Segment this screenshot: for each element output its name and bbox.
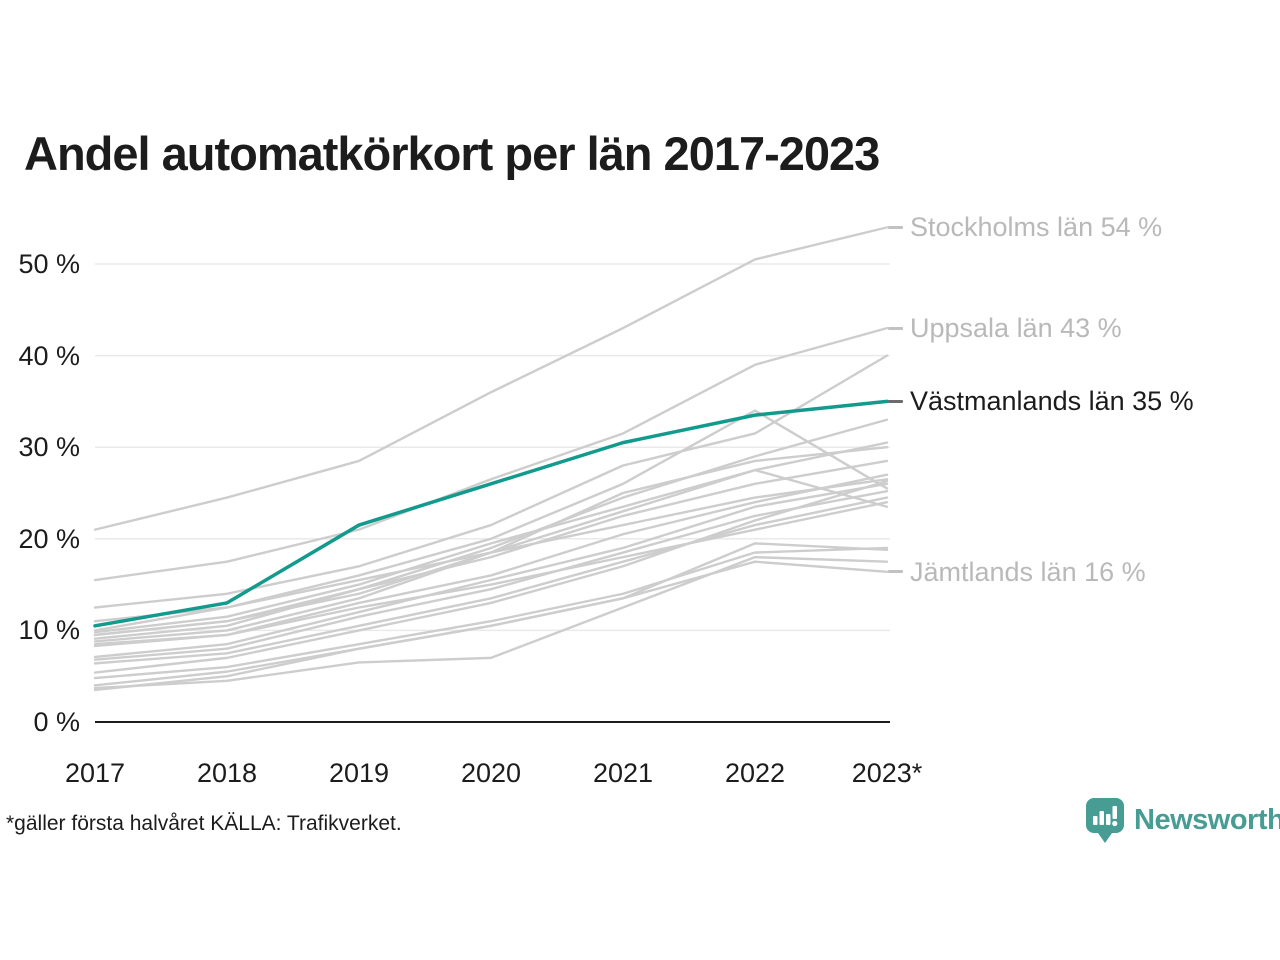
series-line — [93, 482, 889, 659]
newsworthy-logo-icon — [1086, 798, 1124, 843]
x-axis-tick-label: 2017 — [64, 758, 126, 788]
y-axis-tick-label: 0 % — [33, 707, 80, 737]
x-axis-tick-label: 2021 — [592, 758, 654, 788]
annotation-leader-dash — [888, 399, 903, 403]
series-line — [93, 459, 889, 640]
series-line — [93, 496, 889, 665]
series-line — [93, 500, 889, 646]
annotation-label: Stockholms län 54 % — [910, 212, 1163, 243]
series-line — [93, 489, 889, 661]
y-axis-tick-label: 30 % — [18, 432, 80, 463]
x-axis-tick-label: 2019 — [328, 758, 390, 788]
series-annotation: Uppsala län 43 % — [888, 311, 1122, 345]
series-line-j-mtlands-l-n — [93, 560, 889, 692]
y-axis-tick-label: 40 % — [18, 340, 80, 371]
newsworthy-logo: Newsworthy — [1085, 797, 1280, 844]
annotation-label: Jämtlands län 16 % — [910, 556, 1146, 587]
y-axis-tick-label: 50 % — [18, 249, 80, 279]
x-axis-tick-label: 2018 — [196, 758, 258, 788]
newsworthy-wordmark: Newsworthy — [1134, 804, 1280, 836]
annotation-label: Västmanlands län 35 % — [910, 386, 1194, 417]
series-line — [93, 555, 889, 690]
annotation-leader-dash — [888, 326, 903, 330]
x-axis-tick-label: 2022 — [724, 758, 786, 788]
series-line — [93, 478, 889, 623]
series-annotation: Västmanlands län 35 % — [888, 384, 1194, 418]
series-annotation: Jämtlands län 16 % — [888, 555, 1146, 589]
source-footnote: *gäller första halvåret KÄLLA: Trafikver… — [6, 812, 402, 835]
chart-title: Andel automatkörkort per län 2017-2023 — [24, 127, 880, 180]
annotation-leader-dash — [888, 570, 903, 574]
series-line — [93, 546, 889, 680]
y-axis-tick-label: 20 % — [18, 523, 80, 554]
y-axis-tick-label: 10 % — [18, 615, 80, 646]
series-line-v-stmanlands-l-n — [93, 399, 889, 628]
annotation-leader-dash — [888, 225, 903, 229]
series-annotation: Stockholms län 54 % — [888, 210, 1162, 244]
series-line — [93, 354, 889, 609]
x-axis-tick-label: 2020 — [460, 758, 522, 788]
x-axis-tick-label: 2023* — [851, 758, 923, 788]
annotation-label: Uppsala län 43 % — [910, 313, 1122, 344]
series-line-uppsala-l-n — [93, 326, 889, 582]
series-line-stockholms-l-n — [93, 226, 889, 531]
series-line — [93, 479, 889, 674]
